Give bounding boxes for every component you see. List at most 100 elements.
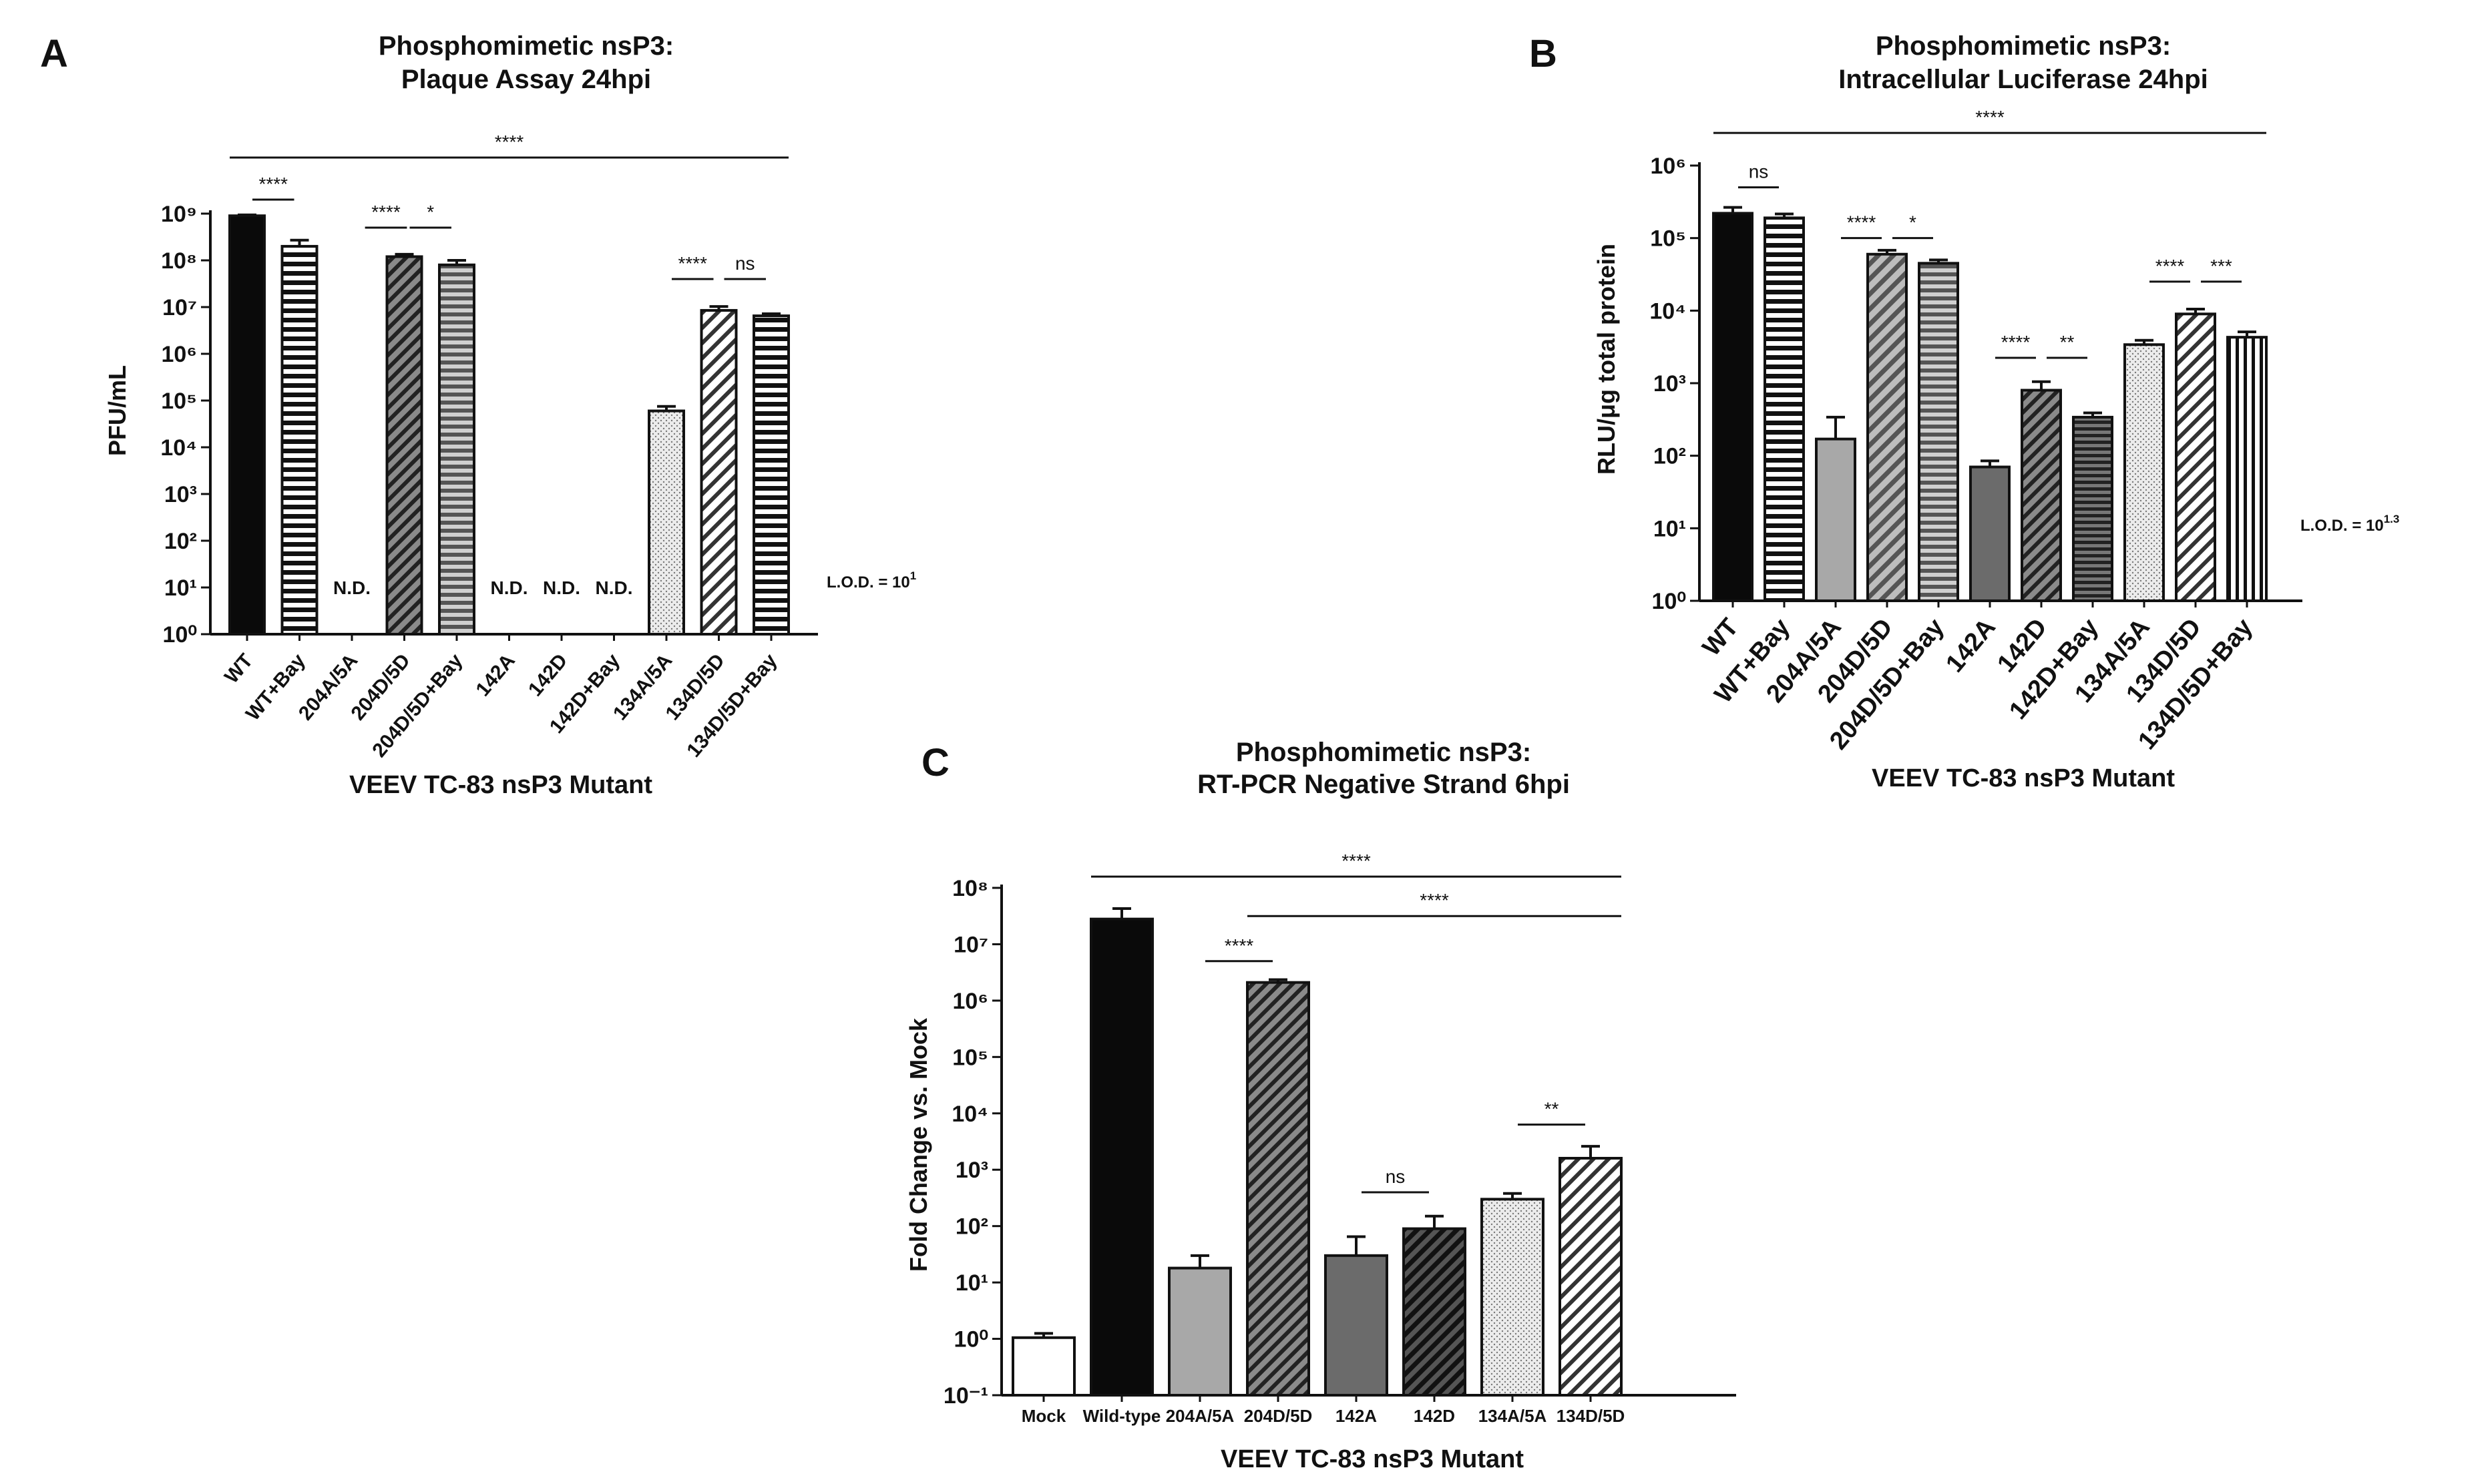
panel-a-lod-label: L.O.D. = 101 [827, 569, 916, 591]
panel-b-y-tick-label: 10¹ [1653, 516, 1686, 541]
panel-c-category-label: 204D/5D [1244, 1406, 1313, 1426]
panel-a-y-tick-label: 10⁹ [161, 202, 197, 227]
panel-a-title-line1: Phosphomimetic nsP3: [379, 31, 674, 61]
panel-c-bar [1559, 1156, 1623, 1397]
panel-c-y-tick-label: 10⁶ [953, 989, 988, 1014]
panel-b-x-axis-label: VEEV TC-83 nsP3 Mutant [1872, 764, 2175, 792]
panel-b-significance-label: ** [2060, 332, 2075, 352]
panel-a-x-axis-label: VEEV TC-83 nsP3 Mutant [349, 771, 652, 799]
panel-c-category-label: Wild-type [1083, 1406, 1161, 1426]
panel-a-lod-text: L.O.D. = 10 [827, 573, 910, 591]
panel-b-bar [1866, 252, 1908, 602]
panel-c-title-line1: Phosphomimetic nsP3: [1236, 738, 1531, 767]
panel-a-bar [385, 255, 423, 636]
panel-b-significance-label: **** [1847, 212, 1876, 233]
panel-a-y-tick-label: 10⁸ [161, 248, 197, 274]
panel-b-bar [2072, 415, 2113, 602]
panel-b-bar [1969, 465, 2011, 602]
panel-c: C Phosphomimetic nsP3: RT-PCR Negative S… [905, 738, 1570, 1473]
panel-b-bar [1764, 216, 1805, 602]
panel-a-bar [700, 308, 738, 636]
panel-a-significance-label: **** [258, 174, 288, 194]
panel-b-bar [2175, 312, 2216, 602]
panel-c-plot: 10⁻¹ 10⁰ 10¹ 10² 10³ 10⁴ 10⁵ 10⁶ 10⁷ 10⁸ Mock Wild-… [944, 850, 1736, 1426]
panel-b-y-tick-label: 10³ [1653, 371, 1686, 397]
panel-c-significance-label: **** [1341, 850, 1371, 871]
panel-a-category-label: WT [220, 650, 257, 688]
panel-c-y-tick-label: 10³ [956, 1158, 988, 1183]
panel-b-y-tick-label: 10⁶ [1651, 154, 1686, 179]
panel-b-significance-label: **** [2001, 332, 2031, 352]
panel-c-y-tick-label: 10⁸ [952, 876, 988, 901]
panel-c-bar [1090, 917, 1154, 1397]
panel-c-category-label: 134D/5D [1557, 1406, 1625, 1426]
panel-a-y-tick-label: 10⁶ [162, 342, 197, 367]
panel-c-category-label: 142D [1414, 1406, 1455, 1426]
panel-a-significance-label: **** [495, 132, 524, 152]
panel-a-significance-label: ns [735, 253, 755, 274]
panel-c-y-tick-label: 10⁴ [952, 1101, 988, 1127]
panel-c-significance-label: **** [1420, 890, 1449, 911]
panel-c-y-tick-label: 10² [956, 1214, 988, 1240]
panel-a-bar [648, 409, 685, 636]
panel-a-y-tick-label: 10⁵ [161, 389, 197, 414]
panel-b-lod-exponent: 1.3 [2384, 513, 2400, 525]
panel-a-bar [753, 314, 790, 636]
panel-c-y-tick-label: 10⁷ [954, 932, 988, 957]
panel-a-bar [228, 214, 266, 636]
panel-a-y-axis-label: PFU/mL [104, 365, 131, 456]
panel-a-category-label: 142A [471, 650, 519, 700]
panel-b-bar [1815, 437, 1856, 603]
panel-a-y-tick-label: 10⁷ [162, 295, 197, 320]
panel-a-plot: 10⁰10¹10²10³10⁴10⁵10⁶10⁷10⁸10⁹WTWT+BayN.… [160, 132, 818, 762]
panel-b-significance-label: * [1909, 212, 1916, 233]
panel-b-letter: B [1529, 32, 1557, 75]
panel-c-category-label: 142A [1335, 1406, 1377, 1426]
panel-b-bar [2226, 336, 2268, 602]
panel-a-y-tick-label: 10⁴ [160, 435, 197, 461]
panel-a-significance-label: **** [371, 202, 401, 222]
panel-c-significance-label: **** [1225, 935, 1254, 956]
panel-b-title-line1: Phosphomimetic nsP3: [1876, 31, 2171, 61]
panel-b-bar [1712, 212, 1753, 602]
panel-c-letter: C [921, 741, 950, 784]
panel-a-significance-label: * [427, 202, 434, 222]
panel-a-nd-label: N.D. [543, 577, 580, 598]
panel-a-y-tick-label: 10⁰ [163, 622, 197, 648]
panel-c-bar [1480, 1198, 1544, 1397]
panel-b-significance-label: **** [2155, 256, 2185, 276]
panel-c-y-tick-label: 10⁰ [954, 1327, 988, 1352]
panel-a-bar [438, 263, 475, 636]
panel-c-x-axis-label: VEEV TC-83 nsP3 Mutant [1221, 1445, 1524, 1473]
panel-a-y-tick-label: 10¹ [164, 575, 197, 601]
panel-c-significance-label: ** [1544, 1099, 1559, 1120]
panel-b-significance-label: ns [1749, 162, 1769, 182]
panel-b-lod-label: L.O.D. = 101.3 [2300, 513, 2399, 535]
panel-b-plot: 10⁰10¹10²10³10⁴10⁵10⁶WTWT+Bay204A/5A204D… [1649, 107, 2302, 755]
panel-a-lod-exponent: 1 [910, 569, 916, 582]
panel-b-significance-label: *** [2210, 256, 2232, 276]
panel-a-bar [280, 244, 319, 636]
panel-b-bar [2021, 389, 2062, 602]
panel-a-y-tick-label: 10² [164, 529, 197, 554]
panel-b-y-tick-label: 10² [1653, 444, 1686, 469]
panel-c-significance-label: ns [1386, 1166, 1406, 1187]
panel-c-bar [1246, 981, 1310, 1397]
panel-a-category-label: 142D [524, 650, 572, 700]
panel-b-y-tick-label: 10⁵ [1650, 226, 1686, 252]
panel-b-title-line2: Intracellular Luciferase 24hpi [1838, 65, 2208, 94]
panel-c-category-label: 134A/5A [1478, 1406, 1547, 1426]
panel-b-category-label: 142A [1940, 613, 2001, 678]
panel-a-title-line2: Plaque Assay 24hpi [401, 65, 651, 94]
panel-b-category-label: WT [1697, 613, 1744, 662]
panel-c-category-label: 204A/5A [1166, 1406, 1235, 1426]
panel-a: A Phosphomimetic nsP3: Plaque Assay 24hp… [40, 31, 916, 799]
panel-b-significance-label: **** [1975, 107, 2005, 128]
panel-c-title-line2: RT-PCR Negative Strand 6hpi [1197, 770, 1570, 799]
panel-c-y-tick-label: 10⁵ [952, 1045, 988, 1070]
panel-a-y-tick-label: 10³ [164, 482, 197, 507]
panel-c-bar [1012, 1336, 1076, 1397]
panel-b-y-tick-label: 10⁰ [1652, 589, 1686, 614]
panel-b-y-axis-label: RLU/μg total protein [1593, 244, 1620, 475]
